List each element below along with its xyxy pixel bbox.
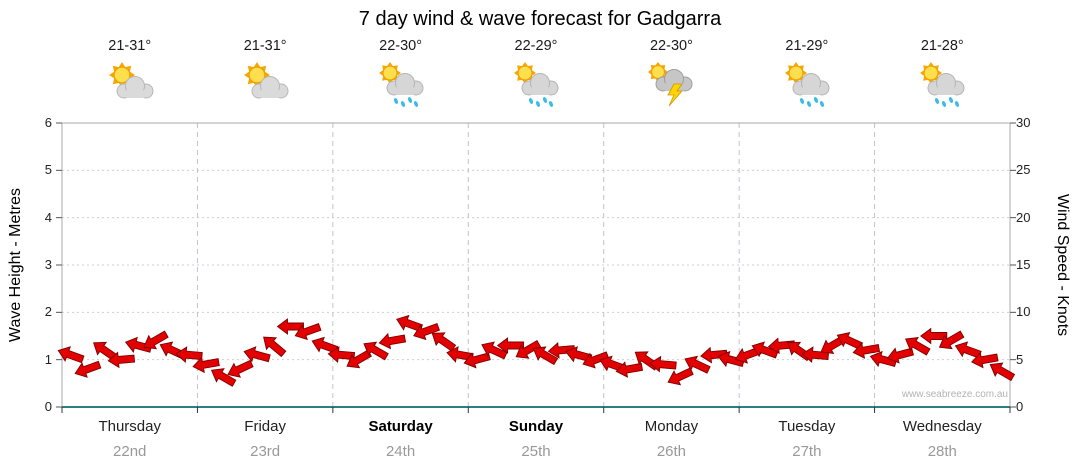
left-tick-label: 1 — [44, 351, 52, 367]
left-tick-label: 4 — [44, 209, 52, 225]
temperature-range: 22-30° — [649, 38, 693, 54]
right-tick-label: 30 — [1016, 115, 1031, 130]
day-label: Tuesday — [778, 418, 836, 435]
right-tick-label: 15 — [1016, 257, 1031, 272]
left-axis-title: Wave Height - Metres — [7, 187, 24, 343]
right-tick-label: 0 — [1016, 399, 1024, 414]
partly-cloudy-icon — [102, 60, 158, 112]
right-tick-label: 5 — [1016, 351, 1024, 367]
right-tick-label: 25 — [1016, 162, 1031, 178]
day-label: Thursday — [98, 418, 161, 435]
temperature-range: 21-29° — [785, 38, 829, 54]
left-tick-label: 0 — [44, 399, 52, 414]
watermark: www.seabreeze.com.au — [901, 389, 1008, 400]
chart-title: 7 day wind & wave forecast for Gadgarra — [358, 8, 722, 30]
left-tick-label: 2 — [44, 304, 52, 320]
day-column-saturday: 22-30° Saturday 24th — [333, 0, 468, 475]
date-label: 23rd — [250, 443, 281, 460]
right-tick-label: 20 — [1016, 209, 1031, 225]
day-column-thursday: 21-31° Thursday 22nd — [62, 0, 197, 475]
date-label: 28th — [927, 443, 957, 460]
day-label: Saturday — [368, 418, 433, 435]
day-column-monday: 22-30° Monday 26th — [604, 0, 739, 475]
day-column-tuesday: 21-29° Tuesday 27th — [739, 0, 874, 475]
day-column-sunday: 22-29° Sunday 25th — [468, 0, 603, 475]
temperature-range: 21-31° — [243, 38, 287, 54]
day-label: Wednesday — [902, 418, 982, 435]
right-tick-label: 10 — [1016, 304, 1031, 320]
date-label: 25th — [521, 443, 551, 460]
day-column-wednesday: 21-28° Wednesday 28th — [875, 0, 1010, 475]
date-label: 22nd — [113, 443, 147, 460]
left-tick-label: 3 — [44, 257, 52, 272]
sun-showers-icon — [508, 60, 564, 112]
sun-showers-icon — [779, 60, 835, 112]
temperature-range: 21-28° — [920, 38, 964, 54]
day-label: Friday — [244, 418, 286, 435]
temperature-range: 22-29° — [514, 38, 558, 54]
sun-showers-icon — [373, 60, 429, 112]
day-column-friday: 21-31° Friday 23rd — [197, 0, 332, 475]
date-label: 24th — [385, 443, 416, 460]
day-label: Monday — [644, 418, 699, 435]
date-label: 27th — [792, 443, 822, 460]
day-label: Sunday — [508, 418, 564, 435]
temperature-range: 21-31° — [108, 38, 152, 54]
sun-showers-icon — [914, 60, 970, 112]
date-label: 26th — [656, 443, 687, 460]
left-tick-label: 6 — [44, 115, 52, 130]
left-tick-label: 5 — [44, 162, 52, 178]
partly-cloudy-icon — [237, 60, 293, 112]
temperature-range: 22-30° — [379, 38, 423, 54]
thunderstorm-icon — [643, 60, 699, 112]
right-axis-title: Wind Speed - Knots — [1054, 193, 1071, 337]
